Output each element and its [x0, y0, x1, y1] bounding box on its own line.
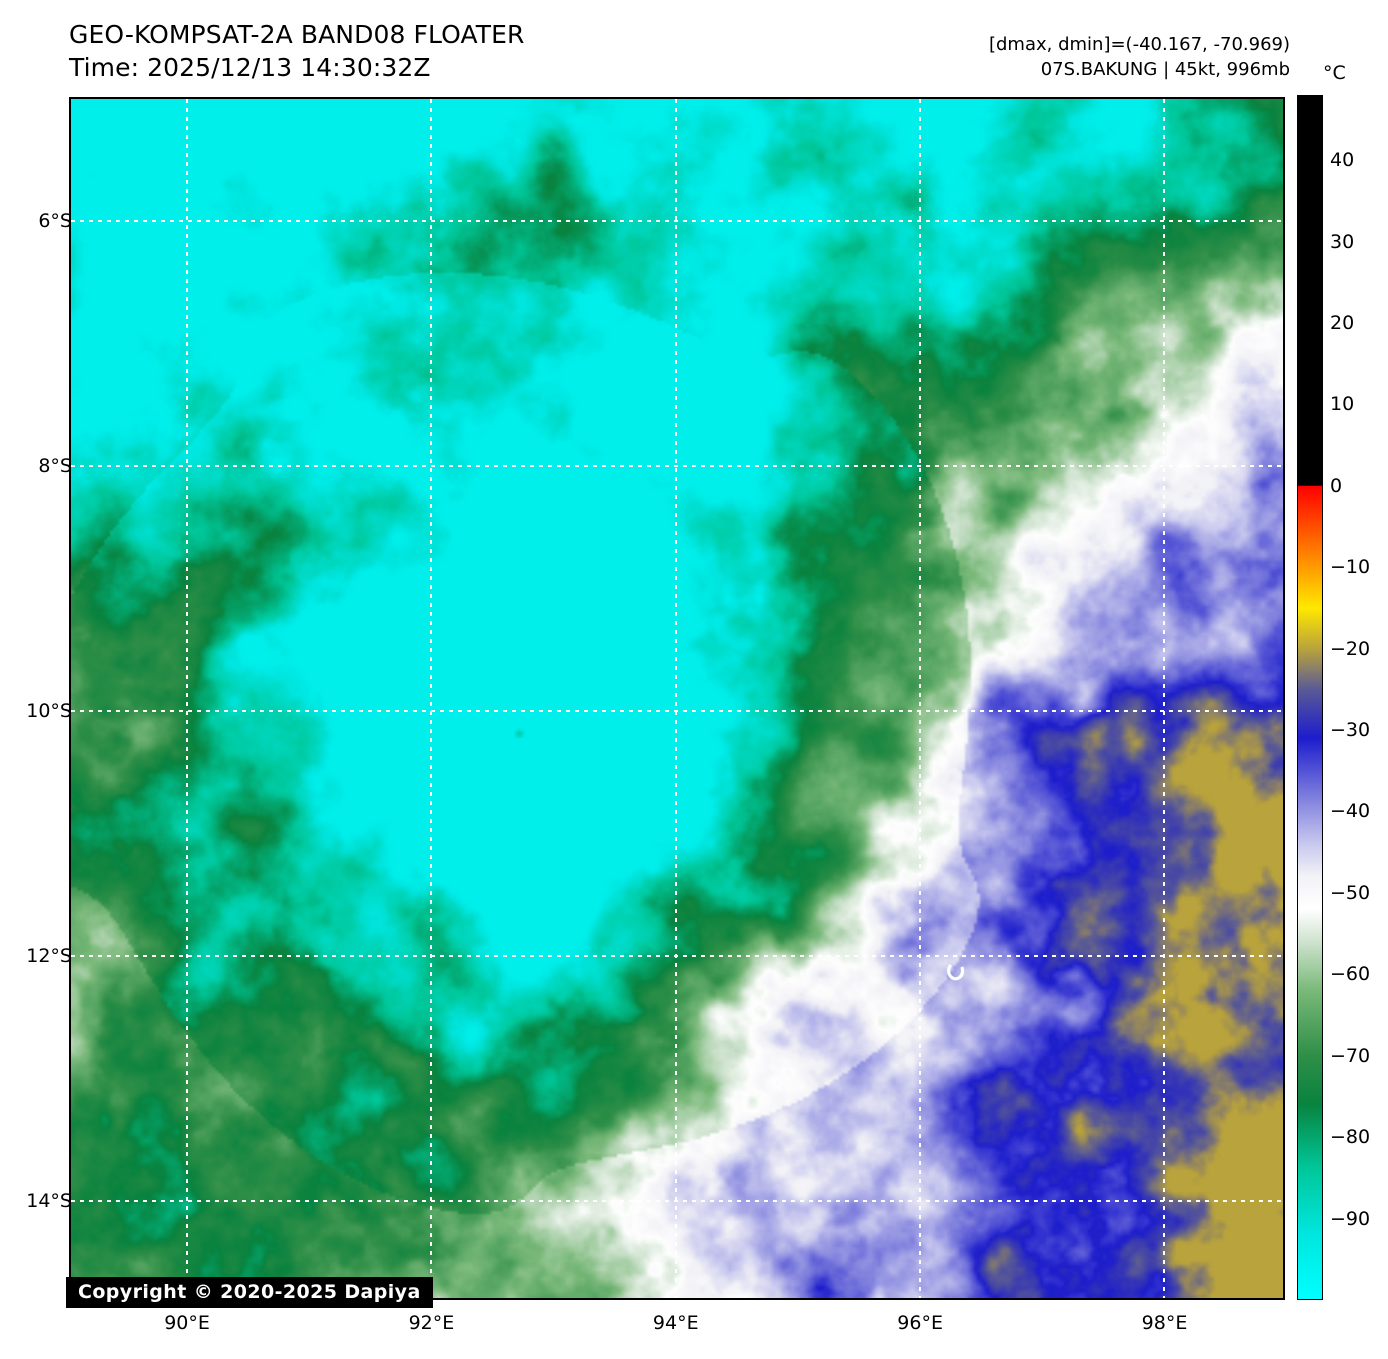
colorbar-tick-label: 30: [1330, 230, 1355, 253]
longitude-tick-label: 98°E: [1141, 1312, 1188, 1334]
colorbar-tick-label: −10: [1330, 556, 1371, 579]
colorbar-tick-label: 10: [1330, 393, 1355, 416]
latitude-tick-label: 8°S: [38, 455, 72, 478]
colorbar-tick-label: −90: [1330, 1207, 1371, 1230]
latitude-tick-label: 6°S: [38, 210, 72, 233]
colorbar-tick-label: −50: [1330, 881, 1371, 904]
timestamp-label: Time: 2025/12/13 14:30:32Z: [69, 53, 431, 82]
longitude-tick-label: 90°E: [164, 1312, 210, 1334]
colorbar-tick-label: −30: [1330, 719, 1371, 742]
latitude-tick-label: 12°S: [26, 945, 72, 968]
satellite-image-plot[interactable]: [69, 97, 1285, 1300]
page-title: GEO-KOMPSAT-2A BAND08 FLOATER: [69, 20, 525, 49]
longitude-tick-label: 94°E: [652, 1312, 699, 1334]
colorbar-tick-label: −80: [1330, 1126, 1371, 1149]
copyright-banner: Copyright © 2020-2025 Dapiya: [66, 1277, 433, 1308]
colorbar-tick-label: −70: [1330, 1044, 1371, 1067]
colorbar-unit-label: °C: [1323, 62, 1346, 84]
dminmax-label: [dmax, dmin]=(-40.167, -70.969): [988, 34, 1290, 55]
colorbar-tick-label: −40: [1330, 800, 1371, 823]
satellite-imagery: [71, 99, 1283, 1298]
colorbar-gradient: [1298, 96, 1322, 1299]
longitude-tick-label: 96°E: [897, 1312, 943, 1334]
colorbar-tick-label: −20: [1330, 637, 1371, 660]
metadata-block: [dmax, dmin]=(-40.167, -70.969) 07S.BAKU…: [989, 32, 1290, 82]
colorbar-tick-label: 20: [1330, 311, 1355, 334]
colorbar-tick-label: −60: [1330, 963, 1371, 986]
longitude-tick-label: 92°E: [408, 1312, 455, 1334]
storm-info-label: 07S.BAKUNG | 45kt, 996mb: [1040, 59, 1290, 80]
small-cloud-arc-feature: [947, 963, 965, 981]
latitude-tick-label: 14°S: [26, 1190, 72, 1213]
colorbar-tick-label: 0: [1330, 474, 1343, 497]
temperature-colorbar[interactable]: [1297, 95, 1323, 1300]
colorbar-tick-label: 40: [1330, 149, 1355, 172]
brightness-temperature-field: [71, 99, 1283, 1298]
title-block: GEO-KOMPSAT-2A BAND08 FLOATER Time: 2025…: [69, 18, 524, 84]
latitude-tick-label: 10°S: [26, 700, 72, 723]
